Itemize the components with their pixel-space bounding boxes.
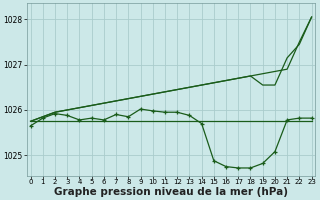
X-axis label: Graphe pression niveau de la mer (hPa): Graphe pression niveau de la mer (hPa): [54, 187, 288, 197]
